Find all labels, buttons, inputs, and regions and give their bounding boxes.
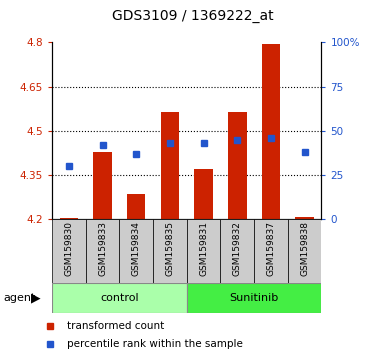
Text: GSM159837: GSM159837 bbox=[266, 221, 275, 276]
Text: GSM159831: GSM159831 bbox=[199, 221, 208, 276]
Text: percentile rank within the sample: percentile rank within the sample bbox=[67, 339, 243, 349]
Bar bbox=[60, 218, 78, 219]
Text: GSM159830: GSM159830 bbox=[64, 221, 73, 276]
Bar bbox=[194, 169, 213, 219]
Bar bbox=[161, 112, 179, 219]
Text: GSM159838: GSM159838 bbox=[300, 221, 309, 276]
Text: transformed count: transformed count bbox=[67, 321, 165, 331]
Bar bbox=[93, 152, 112, 219]
Text: control: control bbox=[100, 293, 139, 303]
Bar bbox=[220, 219, 254, 283]
Bar bbox=[288, 219, 321, 283]
Text: GSM159833: GSM159833 bbox=[98, 221, 107, 276]
Bar bbox=[127, 194, 146, 219]
Text: GSM159834: GSM159834 bbox=[132, 221, 141, 276]
Text: agent: agent bbox=[4, 293, 36, 303]
Bar bbox=[262, 44, 280, 219]
Bar bbox=[187, 283, 321, 313]
Bar bbox=[228, 112, 246, 219]
Bar bbox=[52, 219, 85, 283]
Bar bbox=[295, 217, 314, 219]
Bar bbox=[85, 219, 119, 283]
Text: Sunitinib: Sunitinib bbox=[229, 293, 279, 303]
Bar bbox=[52, 283, 187, 313]
Bar bbox=[153, 219, 187, 283]
Text: GSM159835: GSM159835 bbox=[166, 221, 174, 276]
Bar bbox=[187, 219, 220, 283]
Bar bbox=[119, 219, 153, 283]
Text: GSM159832: GSM159832 bbox=[233, 221, 242, 276]
Text: GDS3109 / 1369222_at: GDS3109 / 1369222_at bbox=[112, 9, 273, 23]
Text: ▶: ▶ bbox=[31, 292, 40, 305]
Bar bbox=[254, 219, 288, 283]
